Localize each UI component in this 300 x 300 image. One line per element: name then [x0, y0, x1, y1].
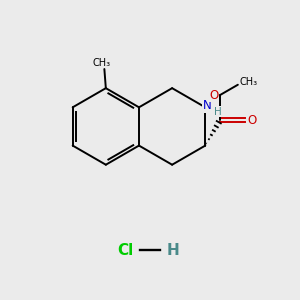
Text: O: O: [209, 88, 218, 102]
Text: H: H: [166, 243, 179, 258]
Text: O: O: [247, 114, 256, 127]
Text: H: H: [214, 107, 221, 117]
Text: N: N: [202, 99, 211, 112]
Text: CH₃: CH₃: [239, 77, 257, 87]
Text: Cl: Cl: [118, 243, 134, 258]
Text: CH₃: CH₃: [92, 58, 110, 68]
